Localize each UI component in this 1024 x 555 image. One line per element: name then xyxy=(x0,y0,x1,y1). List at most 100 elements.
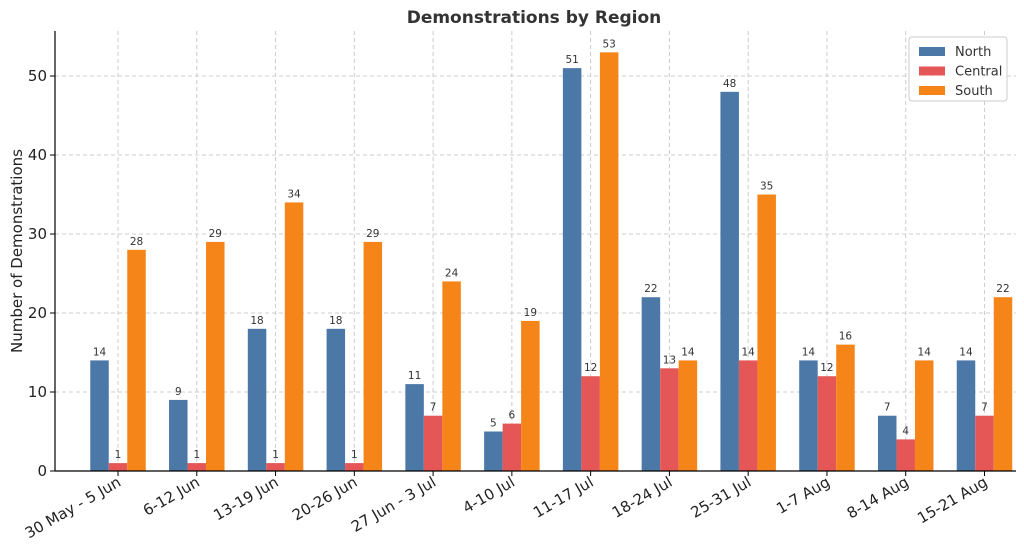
x-tick-label: 6-12 Jun xyxy=(140,473,203,520)
bar-north xyxy=(562,68,582,471)
data-label: 14 xyxy=(802,346,816,358)
bar-central xyxy=(266,463,285,471)
bar-south xyxy=(993,297,1013,471)
data-label: 14 xyxy=(918,346,932,358)
bar-north xyxy=(484,431,503,471)
bar-central xyxy=(423,415,443,471)
bar-north xyxy=(405,384,424,471)
data-label: 13 xyxy=(663,354,676,366)
y-tick-label: 40 xyxy=(28,146,47,164)
data-label: 4 xyxy=(902,425,909,437)
bar-south xyxy=(442,281,461,471)
data-label: 12 xyxy=(820,362,833,374)
data-label: 9 xyxy=(175,386,182,398)
data-label: 24 xyxy=(445,267,459,279)
data-label: 14 xyxy=(741,346,755,358)
bar-north xyxy=(956,360,976,471)
bar-south xyxy=(757,194,776,471)
data-label: 16 xyxy=(839,331,853,343)
x-tick-label: 1-7 Aug xyxy=(773,473,833,518)
bar-north xyxy=(877,415,897,471)
x-tick-label: 25-31 Jul xyxy=(688,473,755,522)
x-tick-label: 30 May - 5 Jun xyxy=(22,473,124,542)
data-label: 48 xyxy=(723,78,736,90)
data-label: 14 xyxy=(93,346,107,358)
data-label: 1 xyxy=(272,449,279,461)
chart-title: Demonstrations by Region xyxy=(407,8,662,28)
data-label: 18 xyxy=(250,315,263,327)
legend-swatch-central xyxy=(919,66,945,76)
bar-south xyxy=(678,360,698,471)
data-label: 29 xyxy=(209,228,222,240)
bar-north xyxy=(641,297,661,471)
bar-south xyxy=(127,249,146,471)
data-label: 29 xyxy=(366,228,379,240)
data-label: 53 xyxy=(602,38,615,50)
bar-north xyxy=(799,360,818,471)
bar-south xyxy=(363,241,383,471)
y-tick-label: 0 xyxy=(37,462,47,480)
bar-south xyxy=(914,360,934,471)
x-tick-label: 20-26 Jun xyxy=(289,473,360,524)
data-label: 51 xyxy=(565,54,578,66)
data-label: 18 xyxy=(329,315,342,327)
bar-north xyxy=(247,328,267,471)
bar-central xyxy=(581,376,600,471)
data-label: 28 xyxy=(130,236,143,248)
data-label: 14 xyxy=(681,346,695,358)
bar-central xyxy=(660,368,679,471)
data-label: 12 xyxy=(584,362,597,374)
legend-label-south: South xyxy=(955,84,993,99)
y-axis-label: Number of Demonstrations xyxy=(8,149,26,353)
legend: North Central South xyxy=(908,36,1008,102)
data-label: 35 xyxy=(760,181,773,193)
y-tick-label: 10 xyxy=(28,383,47,401)
y-tick-label: 20 xyxy=(28,304,47,322)
bar-central xyxy=(187,463,207,471)
data-label: 22 xyxy=(644,283,657,295)
data-label: 1 xyxy=(115,449,122,461)
bar-south xyxy=(836,344,855,471)
x-tick-label: 15-21 Aug xyxy=(914,473,990,527)
data-label: 5 xyxy=(490,418,497,430)
data-label: 1 xyxy=(193,449,200,461)
x-tick-label: 8-14 Aug xyxy=(844,473,912,523)
bar-central xyxy=(896,439,915,471)
data-label: 7 xyxy=(981,402,988,414)
x-tick-label: 18-24 Jul xyxy=(609,473,676,522)
data-label: 34 xyxy=(287,188,301,200)
data-label: 7 xyxy=(430,402,437,414)
data-label: 1 xyxy=(351,449,358,461)
legend-swatch-north xyxy=(919,47,945,56)
y-tick-label: 50 xyxy=(28,67,47,85)
bar-central xyxy=(502,423,522,471)
bar-central xyxy=(738,360,758,471)
data-label: 14 xyxy=(959,346,973,358)
bar-north xyxy=(720,91,739,471)
bar-north xyxy=(90,360,109,471)
bar-central xyxy=(108,463,128,471)
bar-south xyxy=(521,320,540,471)
legend-swatch-south xyxy=(919,86,945,95)
legend-label-central: Central xyxy=(955,65,1002,80)
bar-south xyxy=(206,241,225,471)
data-label: 22 xyxy=(996,283,1009,295)
x-tick-label: 11-17 Jul xyxy=(530,473,597,522)
bar-central xyxy=(975,415,994,471)
x-tick-label: 13-19 Jun xyxy=(210,473,281,524)
bars xyxy=(90,52,1013,471)
y-tick-label: 30 xyxy=(28,225,47,243)
data-label: 6 xyxy=(509,410,516,422)
bar-south xyxy=(599,52,619,471)
bar-central xyxy=(345,463,364,471)
data-label: 7 xyxy=(884,402,891,414)
data-label: 19 xyxy=(524,307,537,319)
legend-label-north: North xyxy=(955,45,991,60)
bar-north xyxy=(326,328,346,471)
data-label: 11 xyxy=(408,370,421,382)
bar-central xyxy=(817,376,837,471)
x-tick-label: 4-10 Jul xyxy=(460,473,518,517)
grid-lines xyxy=(55,31,1016,472)
